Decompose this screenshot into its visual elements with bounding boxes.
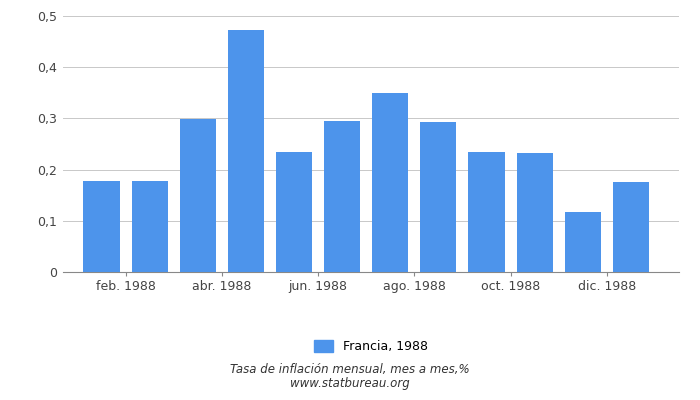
Bar — [612, 182, 649, 272]
Text: www.statbureau.org: www.statbureau.org — [290, 377, 410, 390]
Bar — [468, 152, 505, 272]
Legend: Francia, 1988: Francia, 1988 — [309, 334, 433, 358]
Bar — [276, 152, 312, 272]
Bar — [324, 121, 360, 272]
Bar — [565, 212, 601, 272]
Bar — [180, 120, 216, 272]
Bar — [83, 181, 120, 272]
Text: Tasa de inflación mensual, mes a mes,%: Tasa de inflación mensual, mes a mes,% — [230, 363, 470, 376]
Bar — [420, 122, 456, 272]
Bar — [132, 181, 168, 272]
Bar — [372, 93, 408, 272]
Bar — [228, 30, 264, 272]
Bar — [517, 153, 553, 272]
